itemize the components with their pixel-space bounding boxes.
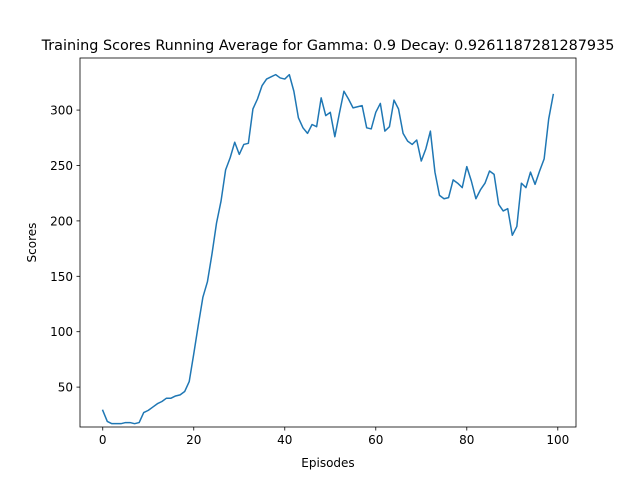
x-tick-label: 20 [186,433,201,447]
series-line [101,73,555,425]
x-tick-label: 60 [368,433,383,447]
y-tick-label: 50 [58,381,73,395]
y-tick-label: 150 [50,270,73,284]
chart-title: Training Scores Running Average for Gamm… [41,38,615,54]
x-tick-label: 100 [546,433,569,447]
x-axis-label: Episodes [301,456,354,470]
y-tick-label: 200 [50,214,73,228]
x-tick-label: 40 [277,433,292,447]
y-tick-label: 100 [50,325,73,339]
y-tick-label: 300 [50,104,73,118]
x-tick-label: 0 [99,433,107,447]
plot-area-frame [79,57,577,428]
x-tick-label: 80 [459,433,474,447]
y-tick-label: 250 [50,159,73,173]
y-axis-label: Scores [25,223,39,263]
data-lines [101,73,555,425]
axis-ticks: 0 20 40 60 80 100 50 100 150 200 250 300 [50,104,569,447]
